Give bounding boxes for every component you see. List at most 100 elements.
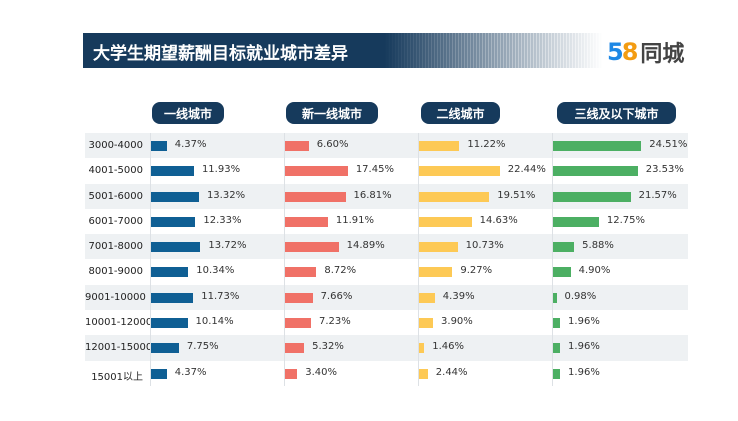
data-label: 23.53%	[645, 164, 684, 176]
data-label: 11.73%	[201, 290, 240, 302]
data-label: 9.27%	[460, 265, 493, 277]
bar	[419, 267, 453, 278]
category-label: 8001-9000	[88, 266, 143, 278]
category-label: 6001-7000	[88, 215, 143, 227]
data-label: 3.90%	[441, 316, 473, 328]
data-label: 2.44%	[435, 366, 468, 378]
data-label: 11.22%	[467, 139, 506, 150]
data-label: 3.40%	[305, 366, 338, 378]
bar	[553, 318, 561, 329]
data-label: 10.34%	[196, 265, 235, 277]
column-divider	[552, 133, 553, 386]
data-label: 12.33%	[203, 214, 242, 226]
bar	[151, 141, 167, 151]
data-label: 10.73%	[465, 240, 504, 252]
data-label: 22.44%	[507, 164, 546, 176]
table-row: 3000-4000 4.37% 6.60% 11.22% 24.51%	[85, 133, 688, 159]
category-label: 12001-15000	[85, 342, 153, 354]
data-label: 1.46%	[432, 341, 465, 353]
table-row: 5001-6000 13.32% 16.81% 19.51% 21.57%	[85, 183, 688, 209]
bar	[419, 368, 428, 379]
bar	[151, 318, 188, 329]
bar	[553, 141, 642, 151]
data-label: 4.90%	[578, 265, 611, 277]
58-tongcheng-logo: 5 8 同城	[607, 38, 685, 67]
bar	[419, 191, 490, 202]
category-label: 3000-4000	[88, 140, 143, 151]
series-header-1: 新一线城市	[286, 102, 378, 124]
bar	[285, 318, 312, 329]
data-label: 21.57%	[638, 189, 677, 201]
series-header-2: 二线城市	[421, 102, 500, 124]
data-label: 6.60%	[316, 139, 349, 150]
bar	[151, 292, 194, 303]
table-row: 10001-12000 10.14% 7.23% 3.90% 1.96%	[85, 310, 688, 335]
category-label: 15001以上	[91, 371, 143, 383]
data-label: 8.72%	[324, 265, 357, 277]
bar	[151, 216, 196, 227]
data-label: 5.88%	[582, 240, 614, 252]
bar	[553, 292, 557, 303]
logo-5: 5	[607, 38, 624, 66]
category-label: 4001-5000	[88, 165, 143, 177]
bar	[285, 166, 348, 177]
category-label: 9001-10000	[85, 291, 146, 303]
data-label: 24.51%	[649, 139, 688, 150]
data-label: 14.89%	[346, 240, 385, 252]
category-label: 7001-8000	[88, 241, 143, 253]
bar	[285, 191, 346, 202]
bar	[151, 242, 201, 253]
data-label: 4.37%	[174, 139, 207, 150]
bar	[151, 368, 167, 379]
bar	[285, 343, 305, 354]
table-row: 8001-9000 10.34% 8.72% 9.27% 4.90%	[85, 259, 688, 284]
category-label: 10001-12000	[85, 317, 153, 329]
bar	[553, 267, 571, 278]
bar	[419, 242, 458, 253]
data-label: 12.75%	[606, 214, 646, 226]
category-label: 5001-6000	[88, 190, 143, 202]
chart-table: 3000-4000 4.37% 6.60% 11.22% 24.51% 4001-5000…	[85, 133, 688, 386]
title-banner: 大学生期望薪酬目标就业城市差异	[83, 33, 603, 68]
data-label: 16.81%	[353, 189, 392, 201]
data-label: 1.96%	[568, 341, 600, 353]
data-label: 7.66%	[320, 290, 353, 302]
table-row: 6001-7000 12.33% 11.91% 14.63% 12.75%	[85, 209, 688, 234]
logo-text: 同城	[640, 42, 685, 67]
table-row: 7001-8000 13.72% 14.89% 10.73% 5.88%	[85, 234, 688, 260]
bar	[419, 292, 435, 303]
bar	[151, 267, 189, 278]
data-label: 14.63%	[479, 214, 518, 226]
data-label: 19.51%	[497, 189, 536, 201]
table-row: 12001-15000 7.75% 5.32% 1.46% 1.96%	[85, 335, 688, 361]
bar	[419, 216, 472, 227]
bar	[553, 216, 599, 227]
data-label: 1.96%	[568, 366, 600, 378]
bar	[285, 141, 309, 151]
bar	[151, 166, 194, 177]
data-label: 11.91%	[335, 214, 375, 226]
data-label: 4.37%	[174, 366, 207, 378]
bar	[285, 216, 328, 227]
bar	[553, 242, 575, 253]
data-label: 4.39%	[442, 290, 475, 302]
table-row: 4001-5000 11.93% 17.45% 22.44% 23.53%	[85, 158, 688, 183]
bar	[285, 368, 298, 379]
table-row: 15001以上 4.37% 3.40% 2.44% 1.96%	[85, 361, 688, 386]
data-label: 7.75%	[186, 341, 219, 353]
table-row: 9001-10000 11.73% 7.66% 4.39% 0.98%	[85, 284, 688, 311]
banner-stripes	[383, 33, 603, 68]
column-divider	[150, 133, 151, 386]
data-label: 13.72%	[208, 240, 247, 252]
data-label: 13.32%	[206, 189, 246, 201]
series-header-3: 三线及以下城市	[557, 102, 676, 124]
bar	[419, 141, 460, 151]
data-label: 17.45%	[355, 164, 394, 176]
bar	[151, 191, 199, 202]
data-label: 1.96%	[568, 316, 600, 328]
bar	[419, 318, 434, 329]
data-label: 11.93%	[201, 164, 241, 176]
data-label: 10.14%	[195, 316, 234, 328]
bar	[151, 343, 179, 354]
